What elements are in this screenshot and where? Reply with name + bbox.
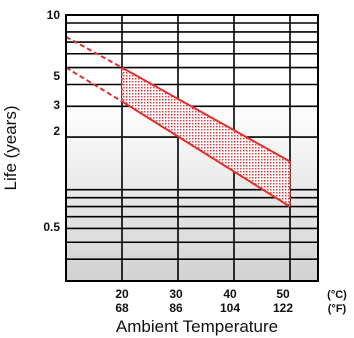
y-tick-labels: 10 5 3 2 0.5 (43, 8, 60, 234)
life-band (65, 35, 291, 208)
y-tick-label: 5 (53, 69, 60, 83)
lower-line-extrapolated (65, 66, 123, 103)
upper-line-extrapolated (65, 35, 123, 69)
x-tick-labels-fahrenheit: 68 86 104 122 (115, 301, 293, 315)
x-tick-label-c: 30 (169, 287, 183, 301)
x-tick-label-f: 104 (220, 301, 240, 315)
plot-background (66, 15, 318, 281)
x-tick-label-f: 122 (273, 301, 293, 315)
x-tick-label-f: 68 (115, 301, 129, 315)
x-tick-label-c: 50 (276, 287, 290, 301)
x-unit-fahrenheit: (°F) (328, 303, 347, 315)
x-unit-celsius: (°C) (327, 289, 347, 301)
x-tick-labels-celsius: 20 30 40 50 (115, 287, 290, 301)
lower-line (121, 100, 291, 208)
y-axis-title: Life (years) (1, 105, 20, 190)
x-tick-label-c: 20 (115, 287, 129, 301)
plot-border (65, 14, 319, 282)
y-tick-label: 3 (53, 98, 60, 112)
upper-line (121, 66, 291, 163)
x-tick-label-c: 40 (223, 287, 237, 301)
y-tick-label: 2 (53, 124, 60, 138)
x-axis-title: Ambient Temperature (116, 317, 278, 336)
y-tick-label: 10 (47, 8, 61, 22)
band-fill (122, 67, 290, 207)
x-tick-label-f: 86 (169, 301, 183, 315)
y-tick-label: 0.5 (43, 220, 60, 234)
